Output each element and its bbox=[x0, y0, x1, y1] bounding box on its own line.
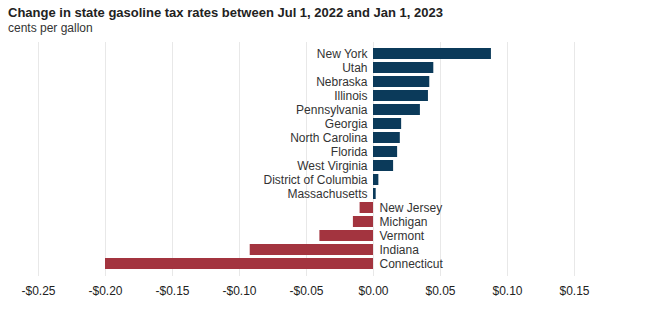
svg-text:Pennsylvania: Pennsylvania bbox=[296, 103, 368, 117]
svg-text:Nebraska: Nebraska bbox=[316, 75, 368, 89]
svg-text:-$0.05: -$0.05 bbox=[289, 284, 323, 298]
html-text:Change in state gasoline tax r: Change in state gasoline tax rates betwe… bbox=[8, 5, 443, 20]
html-text:cents per gallon: cents per gallon bbox=[8, 21, 93, 35]
svg-text:Illinois: Illinois bbox=[334, 89, 367, 103]
svg-text:-$0.15: -$0.15 bbox=[155, 284, 189, 298]
svg-text:Massachusetts: Massachusetts bbox=[287, 187, 367, 201]
svg-text:New Jersey: New Jersey bbox=[380, 201, 443, 215]
svg-text:New York: New York bbox=[317, 47, 369, 61]
svg-text:Indiana: Indiana bbox=[380, 243, 420, 257]
svg-text:Georgia: Georgia bbox=[325, 117, 368, 131]
svg-text:-$0.10: -$0.10 bbox=[222, 284, 256, 298]
svg-text:West Virginia: West Virginia bbox=[297, 159, 368, 173]
svg-text:$0.05: $0.05 bbox=[425, 284, 455, 298]
svg-text:-$0.25: -$0.25 bbox=[21, 284, 55, 298]
svg-text:$0.15: $0.15 bbox=[559, 284, 589, 298]
svg-text:-$0.20: -$0.20 bbox=[88, 284, 122, 298]
svg-text:North Carolina: North Carolina bbox=[290, 131, 368, 145]
svg-text:District of Columbia: District of Columbia bbox=[263, 173, 367, 187]
svg-text:$0.00: $0.00 bbox=[358, 284, 388, 298]
svg-text:Florida: Florida bbox=[331, 145, 368, 159]
svg-text:$0.10: $0.10 bbox=[492, 284, 522, 298]
svg-text:Connecticut: Connecticut bbox=[380, 257, 444, 271]
svg-text:Utah: Utah bbox=[342, 61, 367, 75]
svg-text:Michigan: Michigan bbox=[380, 215, 428, 229]
svg-text:Vermont: Vermont bbox=[380, 229, 425, 243]
